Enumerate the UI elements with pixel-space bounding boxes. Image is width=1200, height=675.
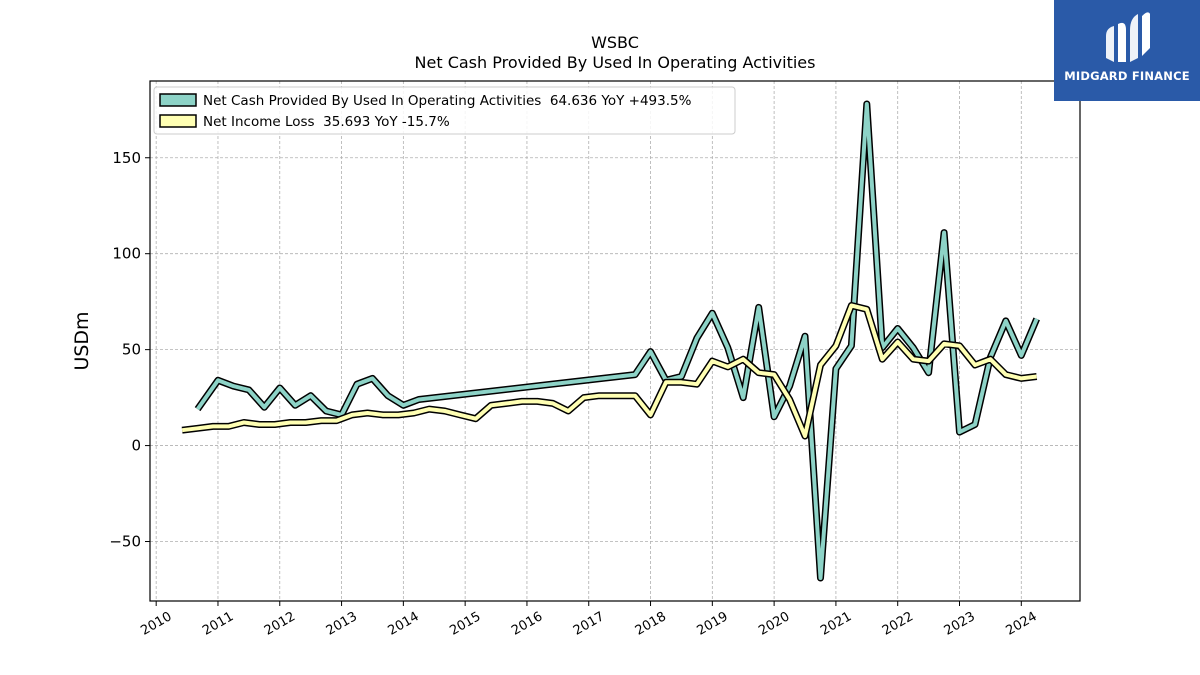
- chart-title: WSBC: [591, 33, 639, 52]
- legend-box: [153, 86, 736, 135]
- x-tick-label: 2017: [571, 609, 607, 639]
- x-tick-label: 2022: [880, 609, 916, 639]
- series-outline-net-income: [181, 302, 1038, 440]
- series-line-cashflow: [195, 102, 1039, 580]
- x-tick-label: 2016: [509, 609, 545, 639]
- x-tick-label: 2012: [262, 609, 298, 639]
- brand-logo: MIDGARD FINANCE: [1054, 0, 1200, 101]
- x-tick-label: 2010: [138, 609, 174, 639]
- x-tick-label: 2015: [447, 609, 483, 639]
- x-tick-label: 2023: [942, 609, 978, 639]
- legend: Net Cash Provided By Used In Operating A…: [153, 86, 736, 135]
- x-tick-label: 2019: [694, 609, 730, 639]
- legend-label-net-income: Net Income Loss 35.693 YoY -15.7%: [203, 114, 450, 130]
- x-tick-label: 2021: [818, 609, 854, 639]
- y-tick-label: 100: [112, 245, 141, 263]
- x-tick-label: 2020: [756, 609, 792, 639]
- x-tick-label: 2013: [324, 609, 360, 639]
- legend-swatch-cashflow: [159, 93, 197, 107]
- chart-subtitle: Net Cash Provided By Used In Operating A…: [415, 53, 816, 72]
- brand-mark-icon: [1106, 12, 1150, 62]
- plot-frame: [149, 80, 1081, 602]
- y-tick-label: 50: [122, 341, 141, 359]
- x-tick-label: 2018: [633, 609, 669, 639]
- y-tick-label: 0: [131, 437, 141, 455]
- y-tick-label: 150: [112, 149, 141, 167]
- y-tick-label: −50: [109, 533, 141, 551]
- series-outline-cashflow: [194, 100, 1040, 582]
- brand-name: MIDGARD FINANCE: [1064, 69, 1190, 83]
- x-tick-label: 2024: [1003, 609, 1039, 639]
- x-tick-label: 2014: [386, 609, 422, 639]
- legend-label-cashflow: Net Cash Provided By Used In Operating A…: [203, 93, 692, 109]
- series-line-net-income: [181, 303, 1037, 438]
- legend-swatch-net-income: [159, 114, 197, 128]
- x-tick-label: 2011: [200, 609, 236, 639]
- y-axis-label: USDm: [71, 311, 93, 370]
